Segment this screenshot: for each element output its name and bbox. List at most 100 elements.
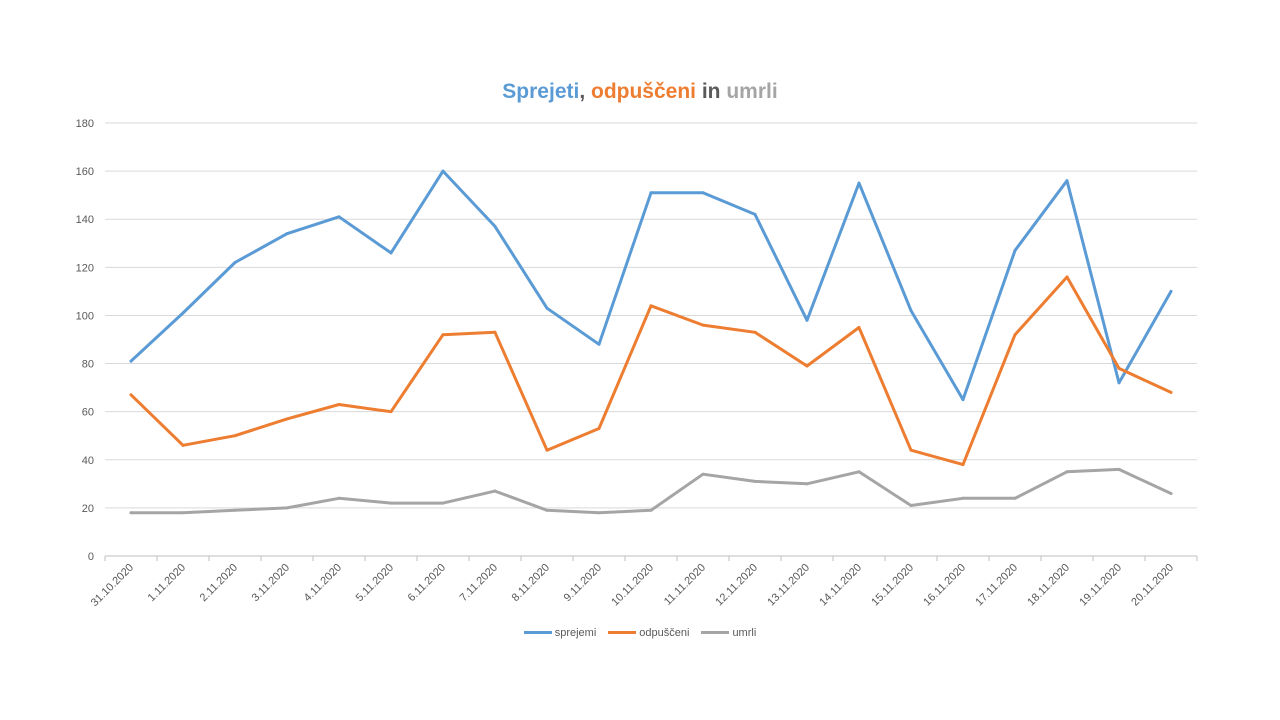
x-tick-label: 5.11.2020 bbox=[354, 562, 397, 605]
data-point-umrli bbox=[1117, 467, 1121, 471]
x-tick-label: 8.11.2020 bbox=[510, 562, 553, 605]
data-point-odpuščeni bbox=[1013, 333, 1017, 337]
y-tick-label: 20 bbox=[82, 503, 94, 515]
data-point-odpuščeni bbox=[441, 333, 445, 337]
data-point-umrli bbox=[493, 489, 497, 493]
y-tick-label: 180 bbox=[76, 118, 94, 130]
y-tick-label: 100 bbox=[76, 310, 94, 322]
legend-swatch bbox=[523, 631, 552, 634]
data-point-odpuščeni bbox=[545, 448, 549, 452]
data-point-umrli bbox=[337, 496, 341, 500]
y-tick-label: 160 bbox=[76, 166, 94, 178]
data-point-odpuščeni bbox=[805, 364, 809, 368]
legend-label: odpuščeni bbox=[639, 626, 690, 639]
data-point-sprejemi bbox=[129, 359, 133, 363]
data-point-sprejemi bbox=[805, 318, 809, 322]
data-point-umrli bbox=[597, 511, 601, 515]
data-point-odpuščeni bbox=[285, 417, 289, 421]
x-tick-label: 9.11.2020 bbox=[562, 562, 605, 605]
legend-label: umrli bbox=[732, 626, 757, 639]
series-line-sprejemi bbox=[129, 169, 1173, 402]
data-point-umrli bbox=[545, 508, 549, 512]
data-point-sprejemi bbox=[493, 224, 497, 228]
data-point-odpuščeni bbox=[753, 330, 757, 334]
x-tick-label: 16.11.2020 bbox=[921, 562, 968, 609]
x-tick-label: 31.10.2020 bbox=[89, 562, 136, 609]
data-point-umrli bbox=[701, 472, 705, 476]
y-tick-label: 120 bbox=[76, 262, 94, 274]
series-line-umrli bbox=[129, 467, 1173, 515]
legend-item: odpuščeni bbox=[608, 627, 689, 639]
legend-item: sprejemi bbox=[523, 627, 596, 639]
data-point-odpuščeni bbox=[1065, 275, 1069, 279]
data-point-sprejemi bbox=[1169, 289, 1173, 293]
data-point-umrli bbox=[285, 506, 289, 510]
x-tick-label: 14.11.2020 bbox=[817, 562, 864, 609]
data-point-odpuščeni bbox=[233, 434, 237, 438]
data-point-odpuščeni bbox=[649, 304, 653, 308]
data-point-sprejemi bbox=[1117, 381, 1121, 385]
data-point-sprejemi bbox=[753, 212, 757, 216]
y-tick-label: 60 bbox=[82, 407, 94, 419]
data-point-umrli bbox=[181, 511, 185, 515]
x-tick-label: 20.11.2020 bbox=[1129, 562, 1176, 609]
data-point-sprejemi bbox=[545, 306, 549, 310]
data-point-odpuščeni bbox=[181, 443, 185, 447]
data-point-odpuščeni bbox=[1169, 390, 1173, 394]
data-point-odpuščeni bbox=[961, 463, 965, 467]
data-point-sprejemi bbox=[909, 309, 913, 313]
data-point-sprejemi bbox=[1013, 248, 1017, 252]
x-tick-label: 3.11.2020 bbox=[250, 562, 293, 605]
data-point-sprejemi bbox=[1065, 179, 1069, 183]
title-part: odpuščeni bbox=[591, 80, 697, 103]
data-point-umrli bbox=[129, 511, 133, 515]
x-tick-label: 18.11.2020 bbox=[1025, 562, 1072, 609]
data-point-umrli bbox=[961, 496, 965, 500]
data-point-umrli bbox=[441, 501, 445, 505]
data-point-odpuščeni bbox=[493, 330, 497, 334]
y-tick-label: 40 bbox=[82, 455, 94, 467]
x-tick-label: 11.11.2020 bbox=[662, 562, 708, 608]
data-point-sprejemi bbox=[701, 191, 705, 195]
x-tick-label: 7.11.2020 bbox=[458, 562, 501, 605]
title-part: in bbox=[696, 80, 727, 103]
x-tick-label: 13.11.2020 bbox=[765, 562, 812, 609]
chart-title: Sprejeti, odpuščeni in umrli bbox=[0, 80, 1280, 104]
x-tick-label: 4.11.2020 bbox=[302, 562, 345, 605]
data-point-sprejemi bbox=[961, 398, 965, 402]
chart-legend: sprejemi odpuščeni umrli bbox=[0, 625, 1280, 639]
data-point-umrli bbox=[649, 508, 653, 512]
data-point-odpuščeni bbox=[857, 325, 861, 329]
data-point-sprejemi bbox=[233, 261, 237, 265]
data-point-odpuščeni bbox=[1117, 366, 1121, 370]
y-tick-label: 140 bbox=[76, 214, 94, 226]
data-point-umrli bbox=[753, 479, 757, 483]
x-tick-label: 12.11.2020 bbox=[713, 562, 760, 609]
data-point-umrli bbox=[805, 482, 809, 486]
data-point-sprejemi bbox=[337, 215, 341, 219]
data-point-sprejemi bbox=[441, 169, 445, 173]
x-tick-label: 1.11.2020 bbox=[146, 562, 189, 605]
x-tick-label: 15.11.2020 bbox=[869, 562, 916, 609]
title-part: umrli bbox=[726, 80, 778, 103]
data-point-umrli bbox=[389, 501, 393, 505]
data-point-umrli bbox=[1065, 470, 1069, 474]
legend-swatch bbox=[608, 631, 637, 634]
title-part: Sprejeti bbox=[502, 80, 580, 103]
data-point-sprejemi bbox=[181, 311, 185, 315]
legend-swatch bbox=[701, 631, 730, 634]
data-point-odpuščeni bbox=[909, 448, 913, 452]
data-point-umrli bbox=[857, 470, 861, 474]
data-point-sprejemi bbox=[857, 181, 861, 185]
data-point-umrli bbox=[233, 508, 237, 512]
y-tick-label: 80 bbox=[82, 359, 94, 371]
data-point-odpuščeni bbox=[701, 323, 705, 327]
y-tick-label: 0 bbox=[88, 551, 94, 563]
data-point-sprejemi bbox=[597, 342, 601, 346]
data-point-sprejemi bbox=[649, 191, 653, 195]
data-point-odpuščeni bbox=[597, 427, 601, 431]
data-point-umrli bbox=[1013, 496, 1017, 500]
title-part: , bbox=[579, 80, 591, 103]
x-tick-label: 2.11.2020 bbox=[198, 562, 241, 605]
